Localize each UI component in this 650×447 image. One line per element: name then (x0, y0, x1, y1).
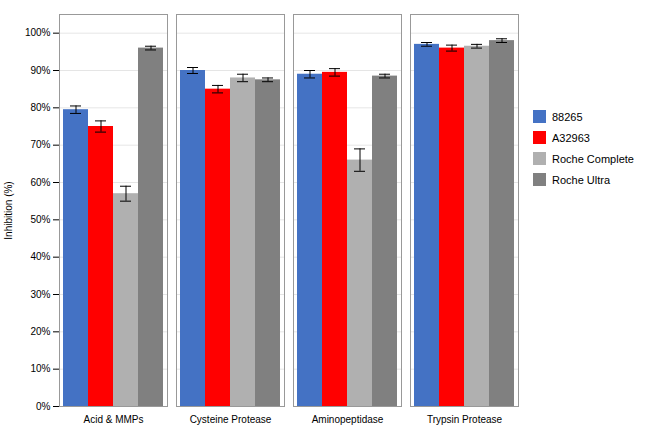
html-text:Roche Complete: Roche Complete (552, 152, 634, 165)
svg-text:70%: 70% (30, 139, 50, 150)
svg-text:Trypsin Protease: Trypsin Protease (427, 414, 503, 425)
svg-text:50%: 50% (30, 214, 50, 225)
html-text:A32963: A32963 (552, 131, 590, 144)
svg-text:20%: 20% (30, 326, 50, 337)
svg-text:80%: 80% (30, 102, 50, 113)
svg-text:60%: 60% (30, 177, 50, 188)
svg-text:30%: 30% (30, 289, 50, 300)
svg-text:Inhibition (%): Inhibition (%) (3, 181, 14, 239)
svg-text:Aminopeptidase: Aminopeptidase (312, 414, 384, 425)
html-text:Roche Ultra: Roche Ultra (552, 173, 611, 186)
svg-text:0%: 0% (36, 401, 51, 412)
svg-text:100%: 100% (25, 27, 51, 38)
svg-text:90%: 90% (30, 65, 50, 76)
html-text:88265: 88265 (552, 110, 583, 123)
svg-text:Acid & MMPs: Acid & MMPs (83, 414, 143, 425)
svg-text:10%: 10% (30, 363, 50, 374)
svg-text:40%: 40% (30, 251, 50, 262)
svg-text:Cysteine Protease: Cysteine Protease (190, 414, 272, 425)
